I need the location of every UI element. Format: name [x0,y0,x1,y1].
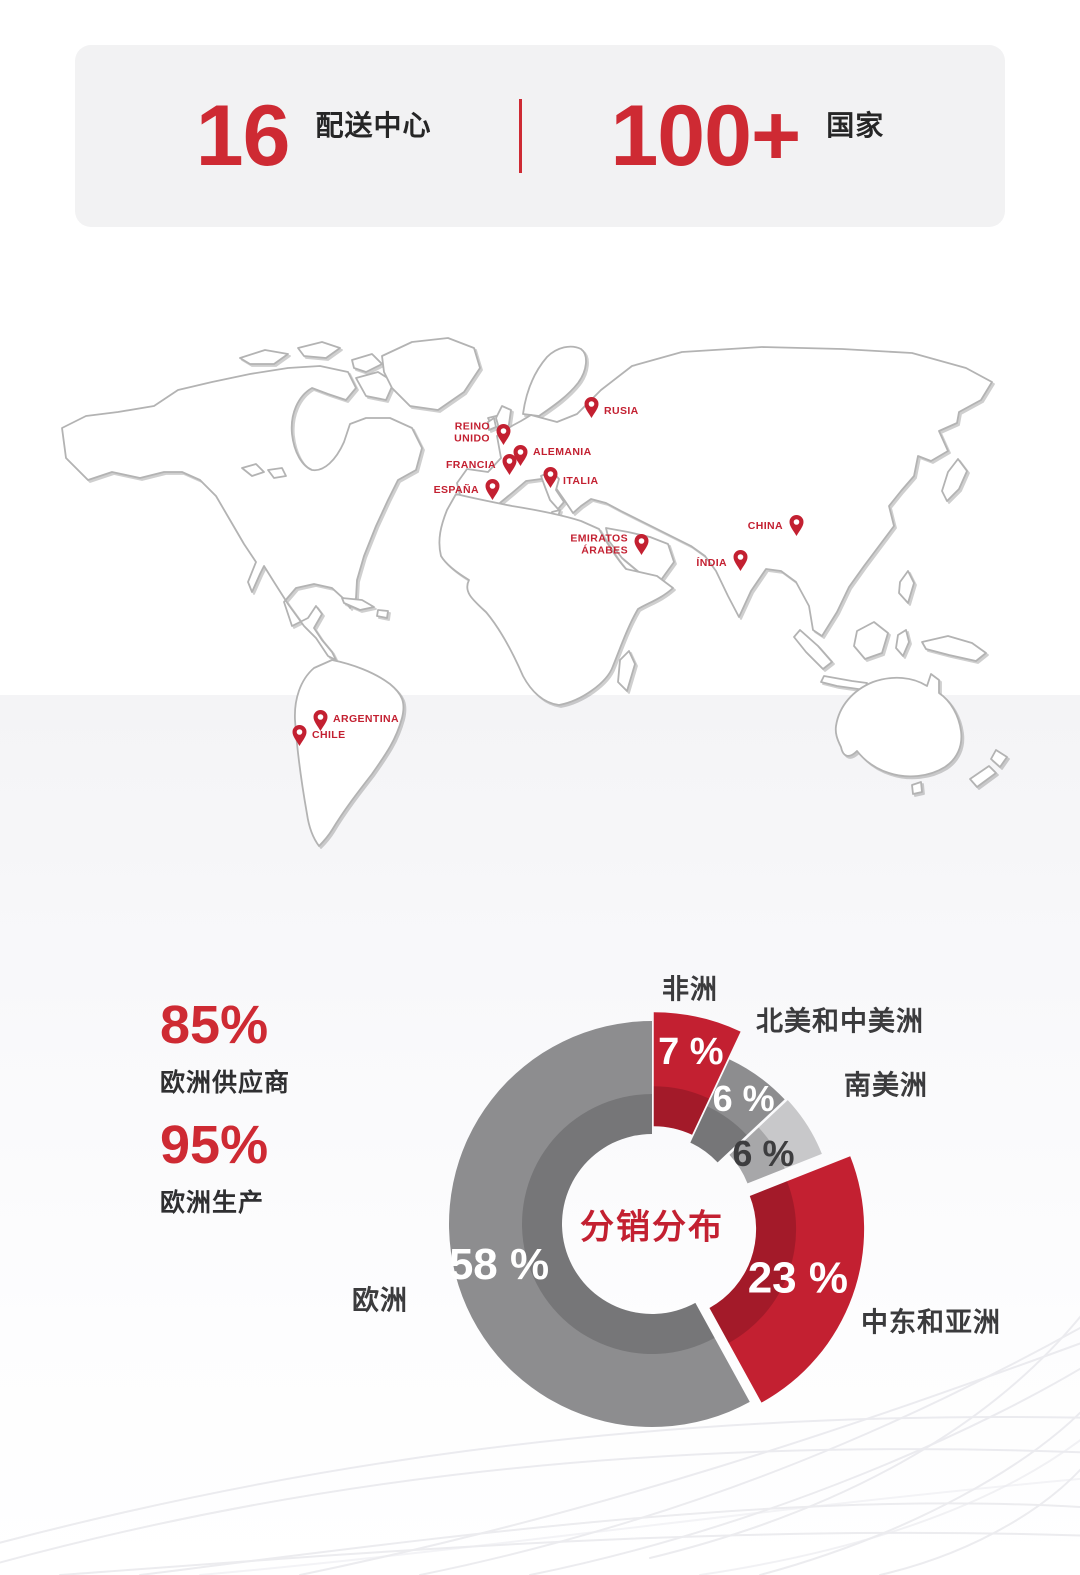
map-pin-label: EMIRATOS ÁRABES [570,532,628,557]
map-pin-label: CHILE [312,728,346,741]
donut-chart: 7 % 6 % 6 % 23 % 58 % [448,1012,865,1427]
map-pin-icon [312,709,329,732]
world-map [61,337,1008,847]
map-pin-label: RUSIA [604,404,639,417]
donut-region-label: 南美洲 [844,1070,928,1101]
stat-label: 配送中心 [315,109,432,141]
world-map-area: RUSIA REINO UNIDO ALEMANIA FRANCIA ITALIA ESP… [60,330,1020,850]
map-pin-icon [633,533,650,556]
donut-slice [729,1100,822,1184]
donut-region-label: 中东和亚洲 [861,1307,1001,1338]
donut-percent-label: 6 % [713,1078,775,1119]
donut-slice-inner-shade [653,1086,710,1135]
supply-label: 欧洲生产 [160,1189,265,1217]
map-pin-icon [732,549,749,572]
header-card: 16 配送中心 100+ 国家 [75,45,1005,227]
donut-percent-label: 7 % [658,1031,723,1073]
card-divider [519,99,523,173]
map-pin-icon [501,453,518,476]
donut-center-title: 分销分布 [580,1208,724,1247]
supply-stat-production: 95% 欧洲生产 [160,1118,268,1219]
donut-region-label: 非洲 [662,974,718,1005]
map-pin-label: ITALIA [563,474,599,487]
map-pin-label: FRANCIA [445,458,496,471]
donut-region-label: 北美和中美洲 [756,1006,924,1037]
supply-value: 95% [160,1115,269,1175]
map-pin-icon [512,444,529,467]
map-pin-icon [495,423,512,446]
donut-slice-inner-shade [690,1106,747,1163]
map-pin-label: ARGENTINA [333,712,400,725]
map-pin-label: CHINA [747,519,783,532]
stat-label: 国家 [826,109,885,141]
map-pin-label: ÍNDIA [696,556,727,569]
map-pin-label: REINO UNIDO [454,420,490,445]
donut-slice [709,1156,865,1403]
donut-slice-inner-shade [709,1181,797,1344]
stat-group-distribution-centers: 16 配送中心 [195,87,432,184]
donut-slice [690,1059,785,1163]
donut-percent-label: 58 % [449,1240,549,1289]
map-pin-icon [542,466,559,489]
donut-slice [448,1021,750,1427]
map-pin-icon [291,724,308,747]
stat-group-countries: 100+ 国家 [610,87,885,184]
supply-stat-suppliers: 85% 欧洲供应商 [160,998,290,1099]
waves-decoration [0,1315,1080,1575]
supply-label: 欧洲供应商 [160,1069,291,1097]
stat-value: 100+ [610,87,801,184]
donut-slice-inner-shade [521,1094,715,1354]
map-pin-label: ALEMANIA [533,445,592,458]
donut-percent-label: 6 % [732,1133,794,1174]
donut-region-label: 欧洲 [352,1285,408,1316]
map-pin-label: ESPAÑA [433,483,479,496]
map-pin-icon [788,514,805,537]
stat-value: 16 [195,87,291,184]
map-pin-icon [484,478,501,501]
map-pin-icon [583,396,600,419]
donut-slice-inner-shade [729,1127,785,1184]
donut-slice [653,1012,741,1135]
supply-value: 85% [160,995,269,1055]
donut-percent-label: 23 % [748,1253,848,1302]
